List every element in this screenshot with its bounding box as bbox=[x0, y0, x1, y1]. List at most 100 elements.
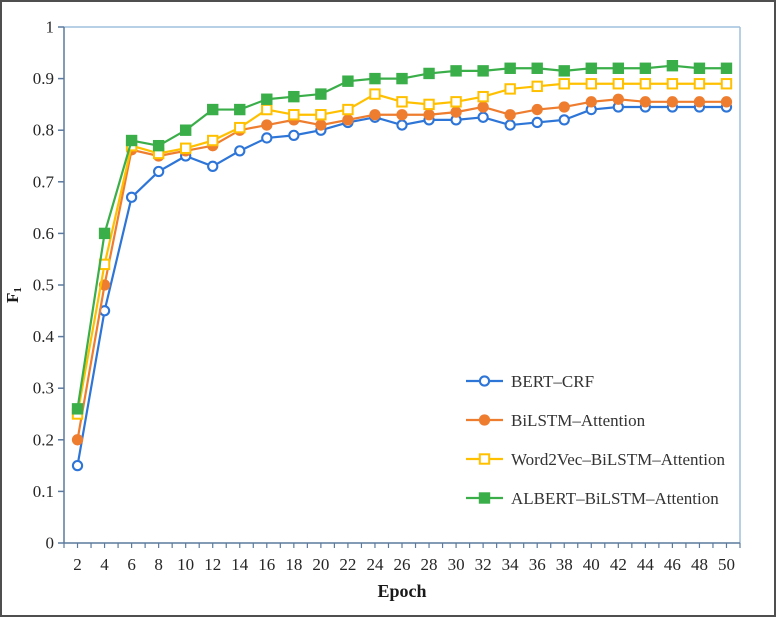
x-tick-label: 18 bbox=[285, 555, 302, 574]
legend-marker bbox=[478, 375, 491, 387]
series-1-marker bbox=[612, 93, 624, 105]
legend-label: ALBERT–BiLSTM–Attention bbox=[511, 489, 719, 508]
x-tick-label: 30 bbox=[448, 555, 465, 574]
series-1-marker bbox=[423, 109, 435, 121]
series-1-marker bbox=[585, 96, 597, 108]
y-axis-title: F1 bbox=[3, 287, 24, 303]
legend-label: Word2Vec–BiLSTM–Attention bbox=[511, 450, 725, 469]
x-tick-label: 22 bbox=[339, 555, 356, 574]
series-2-marker bbox=[315, 109, 327, 121]
series-1-marker bbox=[720, 96, 733, 108]
series-1 bbox=[71, 93, 733, 446]
series-3-marker bbox=[71, 403, 84, 415]
series-2-marker bbox=[396, 96, 408, 108]
series-2-marker bbox=[342, 103, 354, 116]
x-tick-label: 46 bbox=[664, 555, 681, 574]
series-2-marker bbox=[666, 78, 679, 90]
series-3-marker bbox=[720, 62, 733, 74]
series-2-marker bbox=[369, 88, 381, 100]
series-1-marker bbox=[315, 119, 327, 131]
x-tick-label: 10 bbox=[177, 555, 194, 574]
series-2-marker bbox=[207, 134, 219, 147]
series-1-marker bbox=[71, 434, 84, 446]
series-2-marker bbox=[558, 78, 570, 90]
series-0-marker bbox=[477, 111, 489, 123]
series-3-marker bbox=[396, 72, 408, 85]
legend-marker bbox=[478, 414, 491, 426]
series-3-marker bbox=[342, 75, 354, 87]
y-tick-label: 0.5 bbox=[33, 276, 54, 295]
x-tick-label: 12 bbox=[204, 555, 221, 574]
series-3-marker bbox=[288, 90, 300, 103]
x-tick-label: 6 bbox=[127, 555, 136, 574]
legend-item-1: BiLSTM–Attention bbox=[466, 411, 646, 430]
x-tick-label: 8 bbox=[154, 555, 163, 574]
x-tick-label: 40 bbox=[583, 555, 600, 574]
series-2-marker bbox=[585, 78, 597, 90]
series-2-marker bbox=[234, 121, 246, 134]
series-0-marker bbox=[504, 119, 516, 131]
series-0-marker bbox=[125, 191, 138, 203]
x-tick-label: 28 bbox=[421, 555, 438, 574]
series-3-marker bbox=[666, 60, 679, 72]
series-0-marker bbox=[558, 114, 570, 126]
series-0-marker bbox=[288, 129, 300, 142]
series-2-marker bbox=[639, 78, 652, 90]
series-3-marker bbox=[315, 88, 327, 100]
series-1-marker bbox=[666, 96, 679, 108]
series-1-marker bbox=[396, 109, 408, 121]
series-3-marker bbox=[477, 65, 489, 77]
series-3 bbox=[71, 60, 733, 415]
series-1-marker bbox=[558, 101, 570, 113]
series-3-marker bbox=[98, 227, 111, 240]
x-tick-label: 44 bbox=[637, 555, 655, 574]
series-2-marker bbox=[179, 142, 192, 154]
y-tick-label: 1 bbox=[46, 18, 55, 37]
series-3-marker bbox=[693, 62, 706, 74]
y-tick-label: 0.2 bbox=[33, 430, 54, 449]
x-tick-label: 26 bbox=[394, 555, 411, 574]
x-tick-label: 4 bbox=[100, 555, 109, 574]
series-3-marker bbox=[558, 65, 570, 77]
y-tick-label: 0.1 bbox=[33, 482, 54, 501]
series-0-marker bbox=[152, 165, 165, 178]
legend-marker bbox=[478, 453, 491, 465]
y-tick-label: 0.6 bbox=[33, 224, 54, 243]
series-3-marker bbox=[125, 134, 138, 147]
y-tick-label: 0.7 bbox=[33, 172, 55, 191]
legend: BERT–CRF BiLSTM–Attention Word2Vec–BiLSTM–… bbox=[466, 372, 725, 508]
series-3-marker bbox=[207, 103, 219, 116]
series-3-marker bbox=[639, 62, 652, 74]
series-3-marker bbox=[369, 72, 381, 85]
series-2-line bbox=[76, 82, 727, 415]
legend-label: BiLSTM–Attention bbox=[511, 411, 646, 430]
legend-item-0: BERT–CRF bbox=[466, 372, 594, 391]
legend-label: BERT–CRF bbox=[511, 372, 594, 391]
x-tick-label: 38 bbox=[556, 555, 573, 574]
series-1-marker bbox=[342, 114, 354, 126]
series-2-marker bbox=[423, 98, 435, 111]
x-tick-label: 34 bbox=[502, 555, 520, 574]
series-0-marker bbox=[234, 145, 246, 157]
legend-item-3: ALBERT–BiLSTM–Attention bbox=[466, 489, 719, 508]
y-tick-label: 0 bbox=[46, 534, 55, 553]
series-3-marker bbox=[450, 65, 462, 77]
x-tick-label: 50 bbox=[718, 555, 735, 574]
series-2-marker bbox=[288, 109, 300, 121]
x-tick-label: 16 bbox=[258, 555, 275, 574]
series-1-marker bbox=[369, 109, 381, 121]
series-2-marker bbox=[720, 78, 733, 90]
series-1-marker bbox=[504, 109, 516, 121]
series-2-marker bbox=[693, 78, 706, 90]
x-tick-label: 48 bbox=[691, 555, 708, 574]
series-0-marker bbox=[261, 132, 273, 144]
series-2-marker bbox=[450, 96, 462, 108]
series-1-marker bbox=[531, 103, 543, 116]
y-tick-label: 0.8 bbox=[33, 121, 54, 140]
series-1-marker bbox=[450, 106, 462, 118]
series-0-marker bbox=[531, 116, 543, 129]
series-1-marker bbox=[693, 96, 706, 108]
series-3-marker bbox=[261, 93, 273, 105]
